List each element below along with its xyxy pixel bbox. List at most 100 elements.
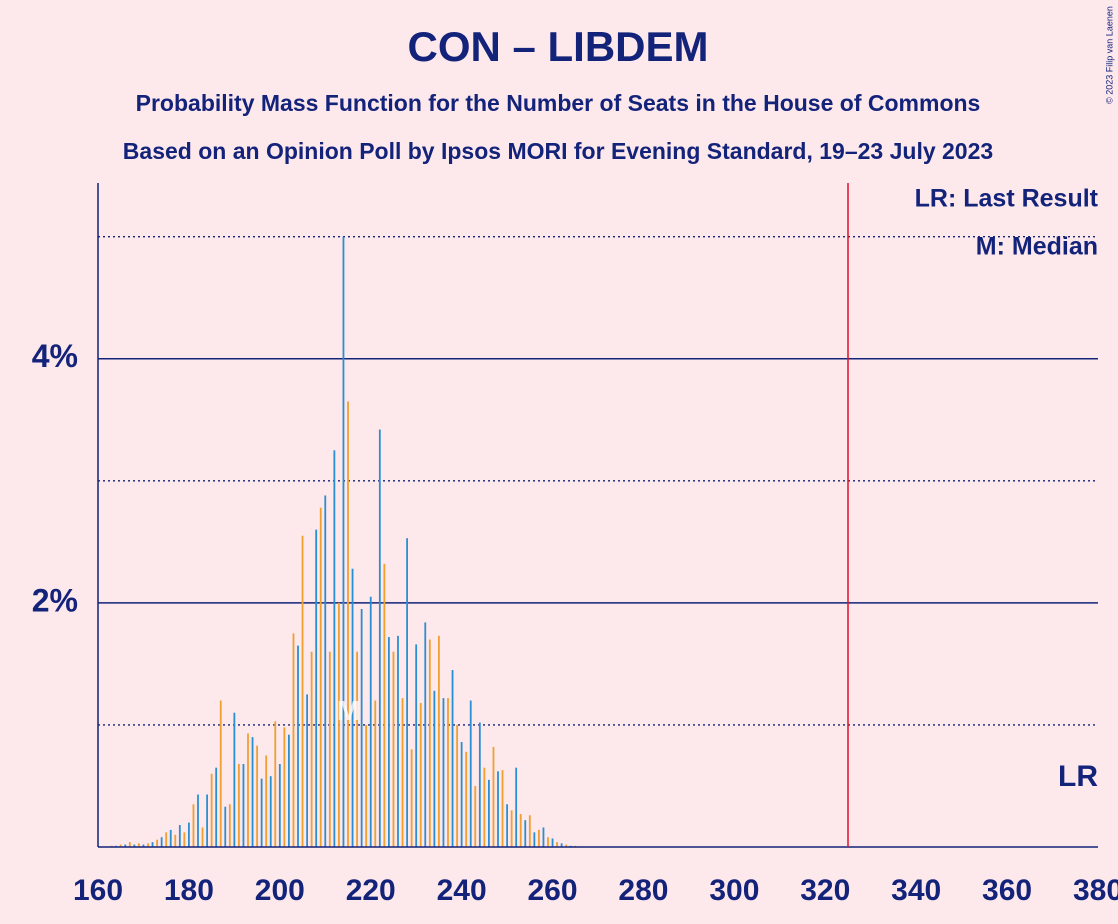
bar [351, 568, 354, 847]
y-tick-label: 2% [32, 582, 78, 618]
bar [260, 778, 263, 847]
x-tick-label: 380 [1073, 874, 1118, 907]
median-label: M [337, 695, 360, 726]
bar [556, 842, 558, 847]
bar [269, 776, 272, 847]
bar [488, 779, 490, 847]
bar [447, 698, 449, 847]
bar [124, 844, 127, 847]
x-tick-label: 200 [255, 874, 305, 907]
bar [310, 651, 313, 847]
bar [401, 698, 404, 847]
x-tick-label: 360 [982, 874, 1032, 907]
bar [497, 771, 499, 847]
bar [160, 837, 163, 847]
chart-title: CON – LIBDEM [407, 23, 708, 70]
bar [438, 635, 440, 847]
bar [524, 820, 527, 847]
y-tick-label: 4% [32, 338, 78, 374]
bar [288, 734, 290, 847]
bar [192, 804, 195, 847]
bar [406, 538, 408, 847]
bar [492, 746, 495, 847]
bar [342, 236, 345, 848]
bar [210, 773, 213, 847]
bar [433, 690, 436, 847]
bar [360, 608, 363, 847]
bar [419, 702, 422, 847]
chart-subtitle: Based on an Opinion Poll by Ipsos MORI f… [123, 138, 993, 164]
x-tick-label: 340 [891, 874, 941, 907]
bar [247, 733, 249, 847]
last-result-label: LR [1058, 760, 1098, 793]
bar [133, 844, 136, 847]
bar [333, 450, 336, 847]
bar [478, 722, 481, 847]
bar [201, 827, 204, 847]
bar [460, 742, 463, 847]
bar [506, 804, 508, 847]
bar [242, 764, 245, 847]
bar [565, 844, 568, 847]
bar [328, 651, 331, 847]
bar [178, 825, 181, 847]
bar [274, 721, 277, 847]
bar [183, 832, 186, 847]
bar [278, 764, 281, 847]
bar [369, 596, 372, 847]
bar [356, 651, 358, 847]
legend-entry: LR: Last Result [915, 185, 1099, 213]
bar [147, 843, 149, 847]
bar [510, 810, 513, 847]
chart-subtitle: Probability Mass Function for the Number… [136, 90, 981, 116]
x-tick-label: 160 [73, 874, 123, 907]
bar [206, 794, 208, 847]
x-tick-label: 300 [709, 874, 759, 907]
x-tick-label: 180 [164, 874, 214, 907]
bar [306, 694, 308, 847]
bar [156, 839, 158, 847]
credit: © 2023 Filip van Laenen [1104, 6, 1114, 104]
bar [374, 700, 377, 847]
bar [538, 829, 540, 847]
bar [397, 635, 399, 847]
bar [238, 764, 240, 847]
bar [442, 698, 445, 847]
bar [451, 670, 454, 847]
bar [142, 844, 145, 847]
bar [165, 832, 168, 847]
x-tick-label: 220 [346, 874, 396, 907]
bar [256, 745, 258, 847]
bar [410, 749, 413, 847]
x-tick-label: 280 [618, 874, 668, 907]
bar [515, 767, 518, 847]
bar [528, 815, 531, 847]
bar [519, 814, 522, 847]
bar [483, 767, 486, 847]
bar [347, 401, 349, 847]
bar [547, 837, 549, 847]
x-tick-label: 240 [437, 874, 487, 907]
bar [283, 727, 286, 847]
bar [533, 832, 536, 847]
bar [251, 737, 254, 847]
bar [128, 842, 131, 847]
bar [424, 622, 427, 847]
bar [465, 751, 468, 847]
bar [292, 633, 295, 847]
bar [219, 700, 222, 847]
bar [378, 429, 381, 847]
bar [560, 843, 563, 847]
x-tick-label: 260 [528, 874, 578, 907]
x-tick-label: 320 [800, 874, 850, 907]
bar [324, 495, 327, 847]
bar [456, 724, 458, 847]
bar [297, 645, 299, 847]
bar [265, 755, 268, 847]
bar [188, 822, 190, 847]
bar [474, 785, 477, 847]
bar [224, 806, 227, 847]
bar [169, 829, 172, 847]
bar [215, 767, 218, 847]
